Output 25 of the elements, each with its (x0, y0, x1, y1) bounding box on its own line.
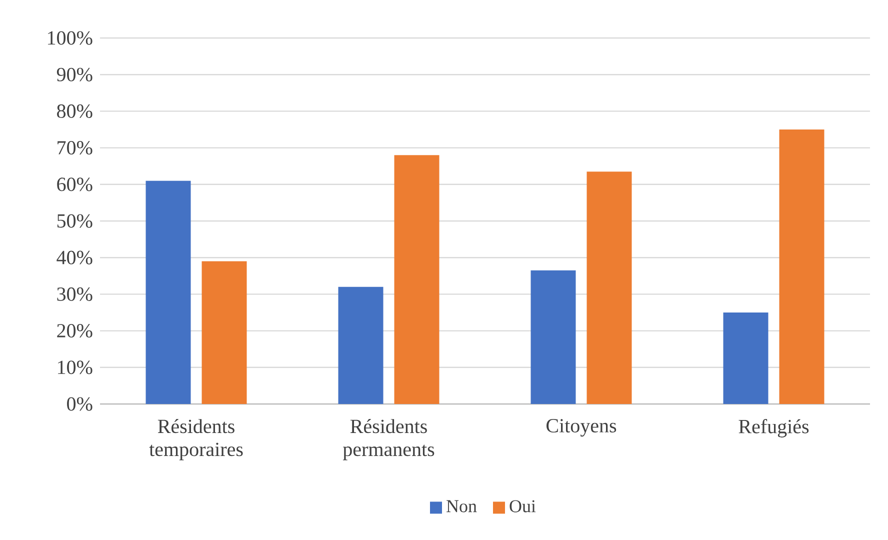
y-tick-label: 70% (58, 141, 92, 155)
y-tick-label: 100% (48, 31, 92, 45)
y-tick-label: 30% (57, 287, 92, 301)
y-tick-label: 80% (57, 104, 92, 118)
bar (394, 155, 440, 404)
y-tick-label: 50% (57, 214, 92, 228)
x-tick-label: Refugiés (738, 419, 809, 438)
y-tick-label: 40% (56, 250, 92, 264)
bar (530, 270, 576, 404)
legend-label: Non (446, 500, 477, 512)
bar (779, 129, 824, 404)
y-tick-label: 0% (67, 397, 92, 411)
legend-label: Oui (510, 500, 536, 512)
y-tick-label: 60% (57, 178, 92, 192)
y-tick-label: 90% (56, 68, 92, 82)
y-tick-label: 20% (57, 324, 92, 338)
x-tick-label: Citoyens (546, 419, 616, 437)
y-tick-label: 10% (58, 360, 92, 374)
bar (338, 286, 384, 404)
x-tick-label: Résidents temporaires (149, 419, 243, 460)
bar (202, 261, 247, 404)
bar (723, 312, 768, 404)
x-tick-label: Résidents permanents (342, 419, 434, 460)
bar (146, 180, 191, 404)
bar (586, 172, 632, 404)
